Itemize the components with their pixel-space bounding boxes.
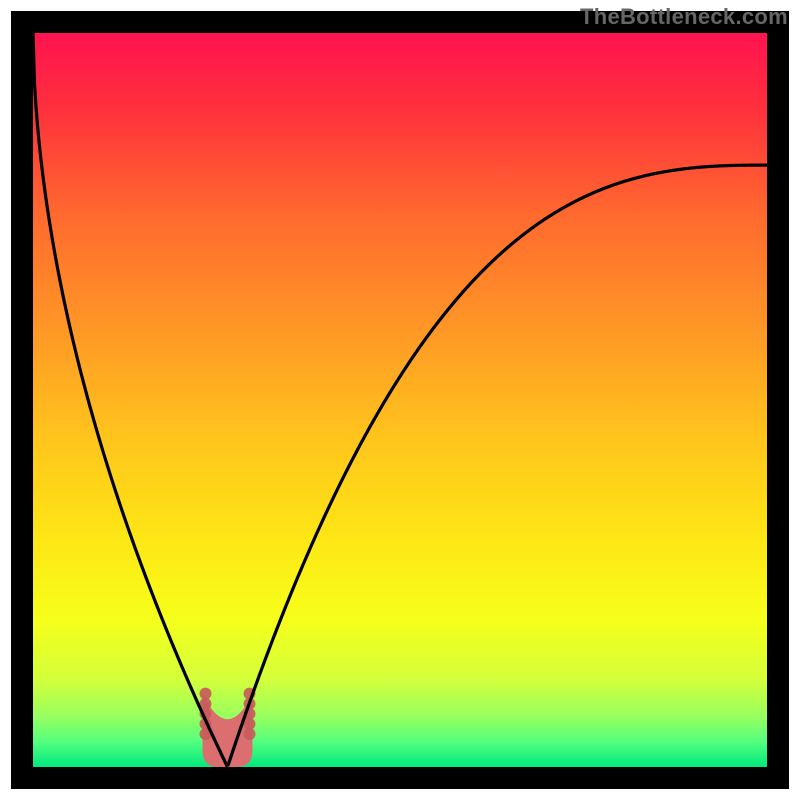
bottleneck-chart-svg [0,0,800,800]
chart-stage: TheBottleneck.com [0,0,800,800]
gradient-background [33,33,767,767]
watermark-text: TheBottleneck.com [580,4,788,30]
range-edge-dot [244,728,256,740]
